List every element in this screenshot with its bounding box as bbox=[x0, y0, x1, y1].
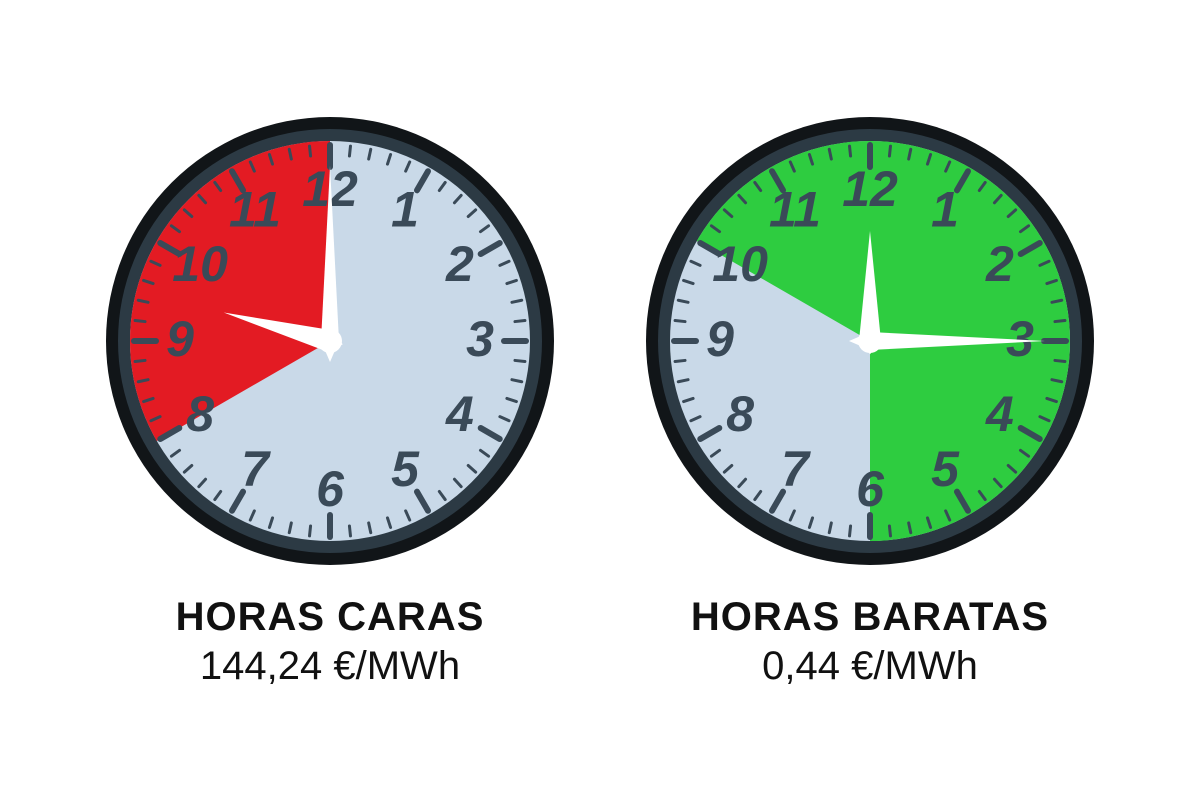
svg-text:1: 1 bbox=[391, 181, 419, 237]
svg-text:10: 10 bbox=[712, 236, 768, 292]
svg-text:6: 6 bbox=[856, 461, 885, 517]
svg-text:3: 3 bbox=[1006, 311, 1034, 367]
clock-expensive: 123456789101112 bbox=[100, 111, 560, 571]
svg-text:5: 5 bbox=[391, 441, 420, 497]
svg-text:11: 11 bbox=[229, 181, 281, 237]
svg-text:1: 1 bbox=[931, 181, 959, 237]
clock-block-expensive: 123456789101112 HORAS CARAS 144,24 €/MWh bbox=[100, 111, 560, 689]
expensive-price: 144,24 €/MWh bbox=[176, 644, 485, 689]
svg-text:7: 7 bbox=[781, 441, 811, 497]
svg-text:9: 9 bbox=[166, 311, 194, 367]
svg-text:3: 3 bbox=[466, 311, 494, 367]
svg-text:2: 2 bbox=[985, 236, 1014, 292]
clock-cheap: 123456789101112 bbox=[640, 111, 1100, 571]
caption-expensive: HORAS CARAS 144,24 €/MWh bbox=[176, 595, 485, 689]
svg-text:4: 4 bbox=[985, 386, 1014, 442]
caption-cheap: HORAS BARATAS 0,44 €/MWh bbox=[691, 595, 1049, 689]
svg-text:4: 4 bbox=[445, 386, 474, 442]
svg-text:8: 8 bbox=[726, 386, 754, 442]
cheap-title: HORAS BARATAS bbox=[691, 595, 1049, 640]
svg-text:7: 7 bbox=[241, 441, 271, 497]
expensive-title: HORAS CARAS bbox=[176, 595, 485, 640]
svg-text:8: 8 bbox=[186, 386, 214, 442]
svg-text:12: 12 bbox=[842, 161, 898, 217]
svg-text:2: 2 bbox=[445, 236, 474, 292]
svg-text:10: 10 bbox=[172, 236, 228, 292]
svg-text:11: 11 bbox=[769, 181, 821, 237]
svg-text:9: 9 bbox=[706, 311, 734, 367]
svg-text:5: 5 bbox=[931, 441, 960, 497]
svg-text:6: 6 bbox=[316, 461, 345, 517]
cheap-price: 0,44 €/MWh bbox=[691, 644, 1049, 689]
clock-block-cheap: 123456789101112 HORAS BARATAS 0,44 €/MWh bbox=[640, 111, 1100, 689]
